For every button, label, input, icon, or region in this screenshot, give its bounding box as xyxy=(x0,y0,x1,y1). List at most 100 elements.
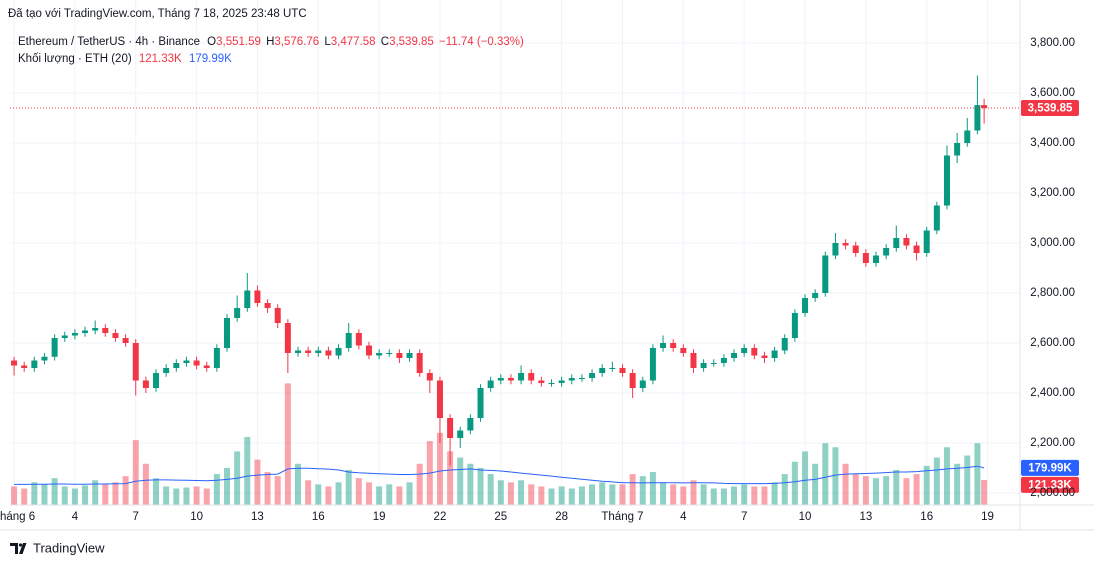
volume-bar xyxy=(396,486,403,505)
candle-body xyxy=(954,143,961,156)
volume-bar xyxy=(386,484,393,505)
candle-body xyxy=(355,333,362,346)
volume-bar xyxy=(741,484,748,505)
candle-body xyxy=(943,155,950,206)
candle-body xyxy=(234,308,241,318)
candle-body xyxy=(903,238,910,246)
candle-body xyxy=(325,350,332,356)
candle-body xyxy=(142,380,149,388)
ohlc-key: O xyxy=(207,36,216,48)
candle-body xyxy=(518,373,525,381)
volume-bar xyxy=(183,487,190,505)
volume-bar xyxy=(477,467,484,505)
candle-body xyxy=(457,430,464,438)
candle-body xyxy=(406,353,413,358)
candle-body xyxy=(396,353,403,358)
volume-bar xyxy=(649,472,656,505)
y-tick-label: 3,000.00 xyxy=(1030,237,1075,249)
volume-bar xyxy=(943,447,950,505)
volume-bar xyxy=(822,443,829,505)
volume-bar xyxy=(670,484,677,505)
candle-body xyxy=(487,380,494,388)
x-tick-label: 10 xyxy=(799,511,812,523)
volume-bar xyxy=(11,486,18,505)
x-tick-label: 4 xyxy=(72,511,79,523)
candle-body xyxy=(883,248,890,256)
candle-body xyxy=(629,373,636,388)
volume-bar xyxy=(213,474,220,505)
volume-title: Khối lượng · ETH (20) xyxy=(18,53,132,65)
volume-bar xyxy=(913,474,920,505)
ohlc-value: 3,477.58 xyxy=(331,36,376,48)
candle-body xyxy=(781,338,788,351)
volume-bar xyxy=(294,463,301,505)
volume-bar xyxy=(599,482,606,505)
candle-body xyxy=(497,378,504,381)
candle-body xyxy=(802,298,809,313)
candle-body xyxy=(183,360,190,363)
ohlc-value: 3,539.85 xyxy=(389,36,434,48)
y-tick-label: 2,000.00 xyxy=(1030,487,1075,499)
candle-body xyxy=(41,356,48,361)
candle-body xyxy=(477,388,484,418)
volume-bar xyxy=(173,488,180,505)
volume-bar xyxy=(457,457,464,505)
candle-body xyxy=(822,255,829,293)
ohlc-key: L xyxy=(324,36,331,48)
candle-body xyxy=(558,380,565,383)
x-tick-label: 7 xyxy=(133,511,139,523)
volume-bar xyxy=(416,463,423,505)
candle-body xyxy=(376,353,383,356)
volume-bar xyxy=(264,472,271,505)
footer-brand: TradingView xyxy=(33,540,105,555)
volume-bar xyxy=(507,482,514,505)
volume-bar xyxy=(964,455,971,505)
candle-body xyxy=(92,328,99,331)
volume-bar xyxy=(244,436,251,505)
candle-body xyxy=(365,345,372,356)
candle-body xyxy=(21,365,28,368)
volume-bar xyxy=(71,488,78,505)
volume-bar xyxy=(923,465,930,505)
candle-body xyxy=(102,328,109,333)
candle-body xyxy=(873,255,880,263)
ma-tag-label: 179.99K xyxy=(1028,462,1072,474)
volume-bar xyxy=(558,486,565,505)
x-tick-label: 13 xyxy=(251,511,264,523)
volume-bar xyxy=(447,451,454,505)
x-tick-label: 19 xyxy=(981,511,994,523)
candle-body xyxy=(700,363,707,368)
ohlc-key: C xyxy=(381,36,389,48)
volume-bar xyxy=(933,457,940,505)
volume-bar xyxy=(193,486,200,505)
volume-bar xyxy=(680,486,687,505)
volume-bar xyxy=(619,484,626,505)
candle-body xyxy=(132,343,139,381)
candle-body xyxy=(213,348,220,368)
volume-bar xyxy=(284,383,291,505)
volume-bar xyxy=(781,474,788,505)
candle-body xyxy=(761,355,768,358)
volume-legend: Khối lượng · ETH (20) 121.33K 179.99K xyxy=(18,53,232,65)
volume-bar xyxy=(802,451,809,505)
candle-body xyxy=(426,373,433,381)
volume-bar xyxy=(112,482,119,505)
volume-bar xyxy=(142,463,149,505)
y-tick-label: 3,200.00 xyxy=(1030,187,1075,199)
logo-mark xyxy=(10,543,27,554)
volume-bar xyxy=(365,482,372,505)
candle-body xyxy=(832,243,839,256)
candle-body xyxy=(447,418,454,438)
volume-bar xyxy=(771,482,778,505)
volume-bar xyxy=(203,488,210,505)
volume-pane xyxy=(11,383,988,505)
y-tick-label: 3,800.00 xyxy=(1030,37,1075,49)
candle-body xyxy=(660,343,667,348)
candle-body xyxy=(122,338,129,343)
candle-body xyxy=(791,313,798,338)
candle-body xyxy=(436,380,443,418)
ohlc-value: 3,551.59 xyxy=(216,36,261,48)
candle-body xyxy=(467,418,474,431)
x-tick-label: 19 xyxy=(373,511,386,523)
